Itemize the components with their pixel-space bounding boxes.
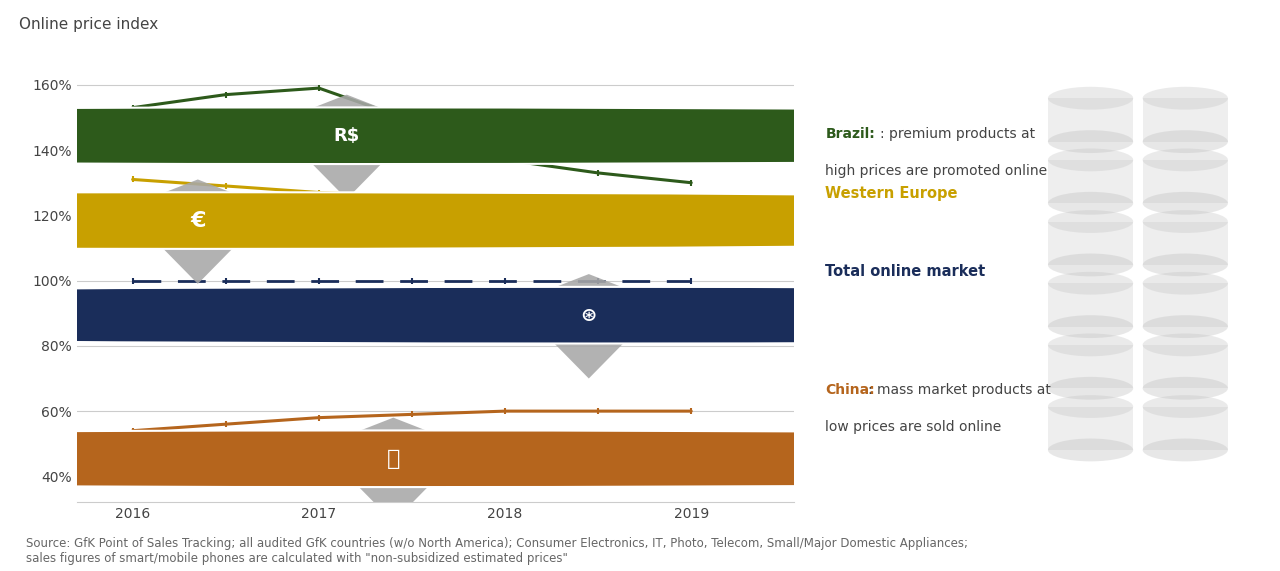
Ellipse shape [1143,315,1228,338]
FancyBboxPatch shape [1143,283,1228,327]
Ellipse shape [1143,395,1228,418]
Circle shape [0,192,1280,249]
Text: Western Europe: Western Europe [826,186,957,200]
FancyBboxPatch shape [1048,160,1133,203]
Ellipse shape [1048,377,1133,400]
Text: R$: R$ [334,127,360,144]
Text: Source: GfK Point of Sales Tracking; all audited GfK countries (w/o North Americ: Source: GfK Point of Sales Tracking; all… [26,537,968,565]
Text: €: € [189,211,206,231]
Circle shape [0,431,1280,487]
Ellipse shape [1048,130,1133,153]
Ellipse shape [1143,272,1228,295]
Polygon shape [507,274,671,379]
Text: 元: 元 [387,449,399,469]
Circle shape [0,287,1280,344]
Text: China:: China: [826,383,876,397]
Text: high prices are promoted online: high prices are promoted online [826,164,1047,178]
FancyBboxPatch shape [1143,98,1228,142]
Text: : premium products at: : premium products at [879,127,1036,142]
Ellipse shape [1048,395,1133,418]
Ellipse shape [1143,333,1228,356]
Ellipse shape [1048,439,1133,461]
Ellipse shape [1143,192,1228,215]
Ellipse shape [1143,87,1228,110]
FancyBboxPatch shape [1143,222,1228,265]
Polygon shape [265,95,429,199]
Ellipse shape [1143,210,1228,233]
Text: Brazil:: Brazil: [826,127,876,142]
FancyBboxPatch shape [1143,160,1228,203]
FancyBboxPatch shape [1048,407,1133,450]
Ellipse shape [1048,333,1133,356]
Text: ⊛: ⊛ [581,305,596,325]
Text: Total online market: Total online market [826,264,986,279]
Circle shape [0,107,1280,164]
Polygon shape [311,417,475,522]
Ellipse shape [1143,439,1228,461]
Ellipse shape [1143,254,1228,276]
Ellipse shape [1048,87,1133,110]
FancyBboxPatch shape [1048,345,1133,388]
Ellipse shape [1048,254,1133,276]
Ellipse shape [1143,377,1228,400]
Ellipse shape [1048,272,1133,295]
Text: low prices are sold online: low prices are sold online [826,420,1001,434]
Ellipse shape [1048,315,1133,338]
Ellipse shape [1143,130,1228,153]
Text: Online price index: Online price index [19,17,159,32]
Ellipse shape [1048,148,1133,171]
FancyBboxPatch shape [1048,222,1133,265]
FancyBboxPatch shape [1048,98,1133,142]
Ellipse shape [1143,148,1228,171]
FancyBboxPatch shape [1143,345,1228,388]
FancyBboxPatch shape [1143,407,1228,450]
FancyBboxPatch shape [1048,283,1133,327]
Ellipse shape [1048,210,1133,233]
Ellipse shape [1048,192,1133,215]
Text: : mass market products at: : mass market products at [868,383,1051,397]
Polygon shape [116,179,280,284]
